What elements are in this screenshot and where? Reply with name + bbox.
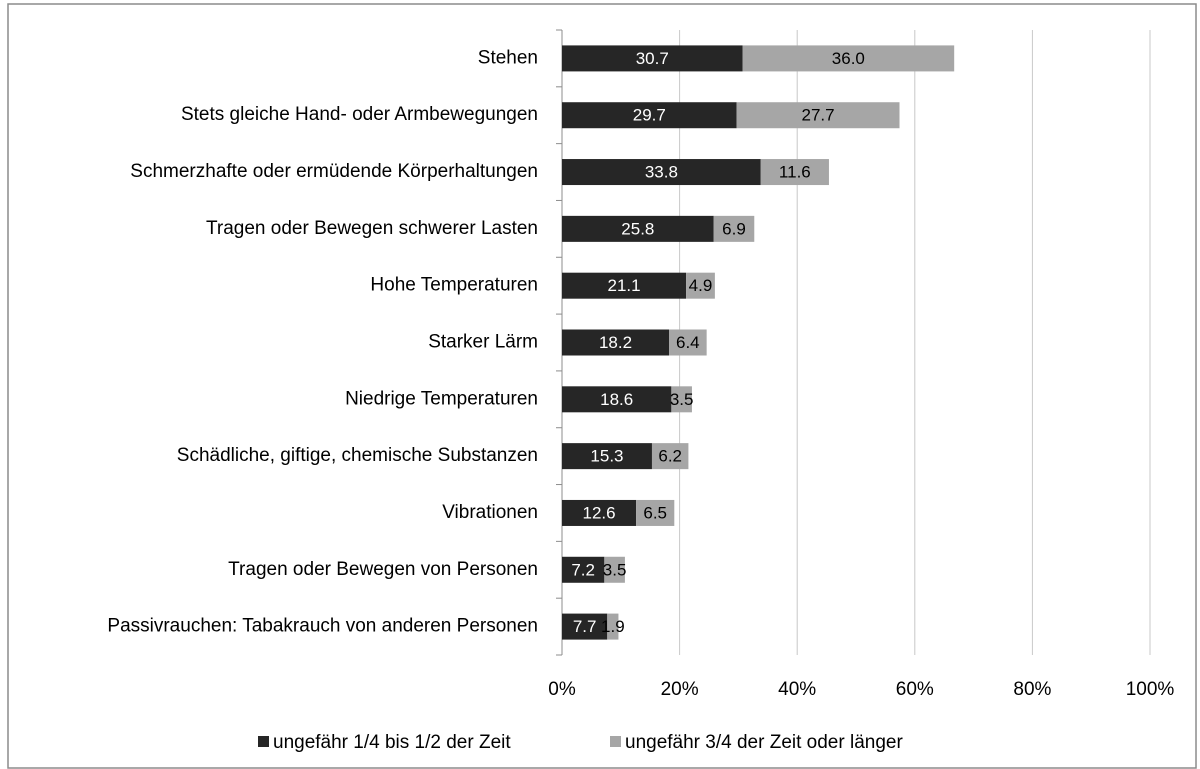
bar-segment — [671, 386, 692, 413]
bar-segment — [736, 102, 900, 129]
data-label: 36.0 — [832, 49, 865, 68]
x-tick-label: 60% — [896, 679, 934, 700]
data-label: 18.2 — [599, 333, 632, 352]
data-label: 6.9 — [722, 219, 746, 238]
legend-swatch — [258, 736, 269, 747]
bar-segment — [742, 45, 955, 72]
data-label: 7.2 — [571, 560, 595, 579]
data-label: 25.8 — [621, 219, 654, 238]
x-tick-label: 20% — [661, 679, 699, 700]
y-tick-label: Vibrationen — [442, 502, 538, 523]
legend-label: ungefähr 3/4 der Zeit oder länger — [625, 732, 903, 753]
y-tick-label: Schädliche, giftige, chemische Substanze… — [177, 445, 538, 466]
data-label: 29.7 — [633, 106, 666, 125]
y-tick-label: Starker Lärm — [428, 332, 538, 353]
data-label: 11.6 — [779, 163, 811, 182]
data-label: 12.6 — [582, 503, 615, 522]
data-label: 33.8 — [645, 163, 678, 182]
bar-segment — [562, 556, 605, 583]
data-label: 1.9 — [601, 617, 625, 636]
bar-segment — [562, 386, 672, 413]
data-label: 3.5 — [670, 390, 694, 409]
data-label: 6.2 — [658, 447, 682, 466]
bar-segment — [562, 499, 637, 526]
y-tick-label: Passivrauchen: Tabakrauch von anderen Pe… — [107, 616, 538, 637]
legend-swatch — [610, 736, 621, 747]
x-tick-label: 40% — [778, 679, 816, 700]
data-label: 7.7 — [573, 617, 597, 636]
y-tick-label: Niedrige Temperaturen — [345, 388, 538, 409]
data-label: 21.1 — [607, 276, 640, 295]
bar-segment — [686, 272, 715, 299]
bar-segment — [669, 329, 707, 356]
y-tick-label: Schmerzhafte oder ermüdende Körperhaltun… — [130, 161, 538, 182]
data-label: 18.6 — [600, 390, 633, 409]
bar-segment — [562, 215, 714, 242]
bar-segment — [562, 613, 608, 640]
bar-segment — [636, 499, 675, 526]
bar-segment — [607, 613, 619, 640]
x-tick-label: 0% — [548, 679, 576, 700]
x-tick-label: 100% — [1126, 679, 1175, 700]
data-label: 6.5 — [643, 503, 667, 522]
bar-segment — [760, 159, 829, 186]
bar-segment — [562, 102, 737, 129]
data-label: 6.4 — [676, 333, 700, 352]
y-tick-label: Tragen oder Bewegen von Personen — [228, 559, 538, 580]
y-tick-label: Stehen — [478, 47, 538, 68]
data-label: 30.7 — [636, 49, 669, 68]
y-tick-label: Tragen oder Bewegen schwerer Lasten — [206, 218, 538, 239]
chart-frame — [7, 3, 1197, 769]
data-label: 27.7 — [802, 106, 835, 125]
x-tick-label: 80% — [1013, 679, 1051, 700]
data-label: 4.9 — [689, 276, 713, 295]
y-tick-label: Stets gleiche Hand- oder Armbewegungen — [181, 104, 538, 125]
y-tick-label: Hohe Temperaturen — [370, 275, 538, 296]
bar-segment — [651, 443, 689, 470]
data-label: 15.3 — [590, 447, 623, 466]
bar-segment — [562, 272, 687, 299]
legend-label: ungefähr 1/4 bis 1/2 der Zeit — [273, 732, 511, 753]
data-label: 3.5 — [603, 560, 627, 579]
bar-segment — [713, 215, 755, 242]
bar-segment — [604, 556, 625, 583]
bar-segment — [562, 159, 761, 186]
bar-segment — [562, 45, 743, 72]
bar-segment — [562, 443, 652, 470]
bar-segment — [562, 329, 670, 356]
